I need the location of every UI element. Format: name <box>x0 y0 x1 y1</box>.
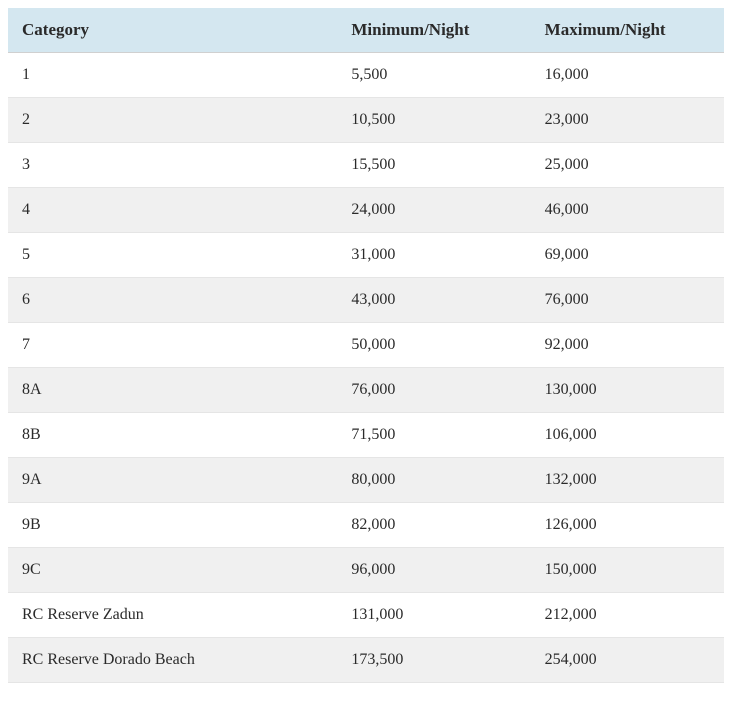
header-category: Category <box>8 8 337 53</box>
pricing-table: Category Minimum/Night Maximum/Night 1 5… <box>8 8 724 683</box>
table-row: 8A 76,000 130,000 <box>8 368 724 413</box>
cell-maximum: 25,000 <box>531 143 724 188</box>
table-row: 3 15,500 25,000 <box>8 143 724 188</box>
cell-category: RC Reserve Dorado Beach <box>8 638 337 683</box>
table-header-row: Category Minimum/Night Maximum/Night <box>8 8 724 53</box>
cell-minimum: 80,000 <box>337 458 530 503</box>
cell-maximum: 106,000 <box>531 413 724 458</box>
table-body: 1 5,500 16,000 2 10,500 23,000 3 15,500 … <box>8 53 724 683</box>
cell-category: 8A <box>8 368 337 413</box>
table-row: 2 10,500 23,000 <box>8 98 724 143</box>
cell-minimum: 82,000 <box>337 503 530 548</box>
cell-minimum: 10,500 <box>337 98 530 143</box>
table-row: 7 50,000 92,000 <box>8 323 724 368</box>
cell-maximum: 92,000 <box>531 323 724 368</box>
table-row: 9C 96,000 150,000 <box>8 548 724 593</box>
header-minimum: Minimum/Night <box>337 8 530 53</box>
table-row: 6 43,000 76,000 <box>8 278 724 323</box>
table-row: 9B 82,000 126,000 <box>8 503 724 548</box>
cell-minimum: 76,000 <box>337 368 530 413</box>
table-row: 1 5,500 16,000 <box>8 53 724 98</box>
cell-category: 9B <box>8 503 337 548</box>
cell-category: 2 <box>8 98 337 143</box>
cell-category: 8B <box>8 413 337 458</box>
table-row: 4 24,000 46,000 <box>8 188 724 233</box>
cell-category: 5 <box>8 233 337 278</box>
cell-maximum: 76,000 <box>531 278 724 323</box>
cell-category: 6 <box>8 278 337 323</box>
cell-minimum: 15,500 <box>337 143 530 188</box>
cell-maximum: 150,000 <box>531 548 724 593</box>
table-row: RC Reserve Dorado Beach 173,500 254,000 <box>8 638 724 683</box>
cell-maximum: 130,000 <box>531 368 724 413</box>
cell-category: 7 <box>8 323 337 368</box>
cell-category: 4 <box>8 188 337 233</box>
header-maximum: Maximum/Night <box>531 8 724 53</box>
cell-maximum: 69,000 <box>531 233 724 278</box>
cell-category: 3 <box>8 143 337 188</box>
cell-minimum: 5,500 <box>337 53 530 98</box>
cell-maximum: 23,000 <box>531 98 724 143</box>
table-row: 8B 71,500 106,000 <box>8 413 724 458</box>
table-row: RC Reserve Zadun 131,000 212,000 <box>8 593 724 638</box>
cell-maximum: 212,000 <box>531 593 724 638</box>
table-header: Category Minimum/Night Maximum/Night <box>8 8 724 53</box>
cell-maximum: 126,000 <box>531 503 724 548</box>
cell-minimum: 96,000 <box>337 548 530 593</box>
cell-maximum: 16,000 <box>531 53 724 98</box>
table-row: 5 31,000 69,000 <box>8 233 724 278</box>
cell-maximum: 46,000 <box>531 188 724 233</box>
cell-minimum: 31,000 <box>337 233 530 278</box>
table-row: 9A 80,000 132,000 <box>8 458 724 503</box>
cell-minimum: 43,000 <box>337 278 530 323</box>
cell-category: 9C <box>8 548 337 593</box>
cell-maximum: 132,000 <box>531 458 724 503</box>
cell-category: 1 <box>8 53 337 98</box>
cell-category: 9A <box>8 458 337 503</box>
cell-category: RC Reserve Zadun <box>8 593 337 638</box>
cell-minimum: 173,500 <box>337 638 530 683</box>
cell-minimum: 131,000 <box>337 593 530 638</box>
cell-minimum: 50,000 <box>337 323 530 368</box>
cell-maximum: 254,000 <box>531 638 724 683</box>
cell-minimum: 24,000 <box>337 188 530 233</box>
cell-minimum: 71,500 <box>337 413 530 458</box>
